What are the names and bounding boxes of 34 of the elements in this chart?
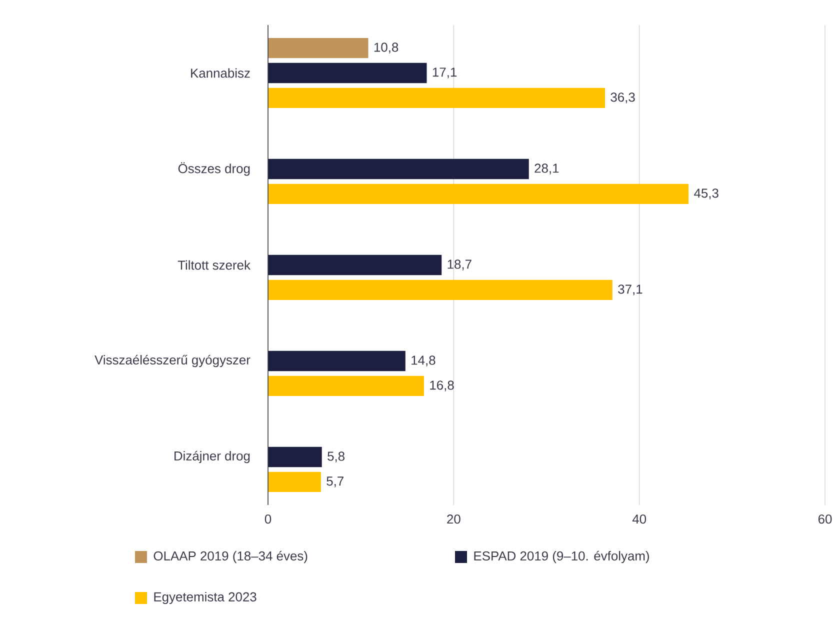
bar xyxy=(268,280,612,300)
legend-label: ESPAD 2019 (9–10. évfolyam) xyxy=(474,550,649,564)
data-label: 45,3 xyxy=(694,188,718,200)
data-label: 36,3 xyxy=(610,92,635,104)
bar xyxy=(268,38,368,58)
y-tick-label: Tiltott szerek xyxy=(178,260,250,270)
y-tick-label: Összes drog xyxy=(178,162,250,176)
data-label: 37,1 xyxy=(618,284,642,296)
bar xyxy=(268,158,529,180)
legend-label: OLAAP 2019 (18–34 éves) xyxy=(154,550,308,564)
y-tick-label: Dizájner drog xyxy=(174,450,250,464)
legend-label: Egyetemista 2023 xyxy=(154,592,256,604)
bar xyxy=(268,88,605,108)
bar xyxy=(268,184,689,204)
bar xyxy=(268,350,406,372)
x-tick-label: 60 xyxy=(818,514,832,524)
data-label: 17,1 xyxy=(432,68,457,78)
data-label: 5,8 xyxy=(328,452,344,462)
x-tick-label: 20 xyxy=(447,514,460,524)
data-label: 16,8 xyxy=(430,380,454,392)
bar xyxy=(268,446,322,468)
bar xyxy=(268,472,321,492)
x-tick-label: 40 xyxy=(632,514,646,524)
data-label: 18,7 xyxy=(448,260,472,270)
bar xyxy=(268,62,427,84)
x-tick-label: 0 xyxy=(264,514,272,524)
y-tick-label: Kannabisz xyxy=(191,68,250,78)
data-label: 10,8 xyxy=(374,42,398,54)
bar xyxy=(268,376,424,396)
data-label: 14,8 xyxy=(412,356,436,366)
y-tick-label: Visszaélésszerű gyógyszer xyxy=(94,354,250,368)
data-label: 28,1 xyxy=(534,164,559,174)
bar xyxy=(268,254,442,276)
data-label: 5,7 xyxy=(326,476,344,488)
